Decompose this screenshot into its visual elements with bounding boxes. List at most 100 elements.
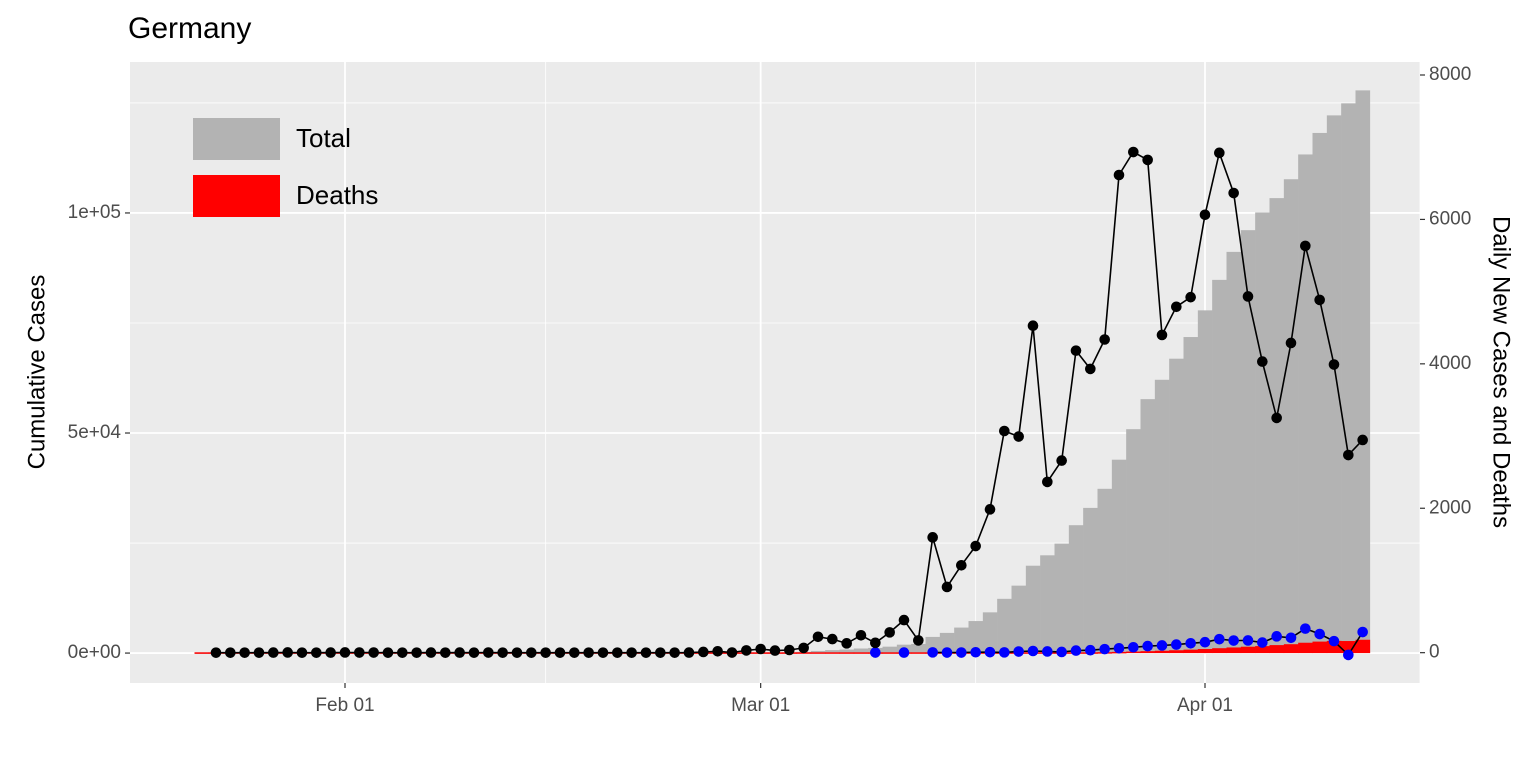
point xyxy=(984,504,996,515)
point xyxy=(1156,640,1168,651)
point xyxy=(325,647,336,658)
point xyxy=(354,647,365,658)
point xyxy=(769,645,781,656)
point xyxy=(1357,626,1368,638)
bar xyxy=(1212,279,1227,654)
point xyxy=(1300,623,1311,634)
point xyxy=(1214,147,1225,159)
point xyxy=(1228,635,1239,646)
point xyxy=(1027,645,1039,657)
bar xyxy=(1140,399,1156,654)
y-axis-title: Cumulative Cases xyxy=(23,275,50,470)
point xyxy=(1085,363,1096,375)
bar xyxy=(968,621,984,654)
point xyxy=(1285,337,1297,349)
point xyxy=(554,647,566,658)
point xyxy=(425,647,437,658)
point xyxy=(726,647,738,658)
point xyxy=(1099,334,1110,345)
bar xyxy=(1040,555,1055,654)
y2-tick-label: 2000 xyxy=(1429,497,1471,518)
point xyxy=(898,614,910,626)
point xyxy=(339,647,351,658)
point xyxy=(898,647,910,658)
bar xyxy=(1298,154,1313,654)
y-tick-label: 5e+04 xyxy=(68,422,122,443)
point xyxy=(755,643,766,655)
point xyxy=(268,647,279,658)
bar xyxy=(810,650,826,654)
point xyxy=(1099,643,1110,655)
bar xyxy=(1240,230,1256,654)
point xyxy=(1128,641,1139,653)
y2-tick-label: 4000 xyxy=(1429,353,1471,374)
point xyxy=(1285,632,1297,644)
bar xyxy=(911,652,926,654)
bar xyxy=(882,646,898,654)
y-tick-label: 1e+05 xyxy=(68,202,121,223)
point xyxy=(970,540,981,552)
point xyxy=(1314,294,1325,306)
point xyxy=(1042,646,1053,657)
legend-key xyxy=(193,175,280,217)
point xyxy=(569,647,580,658)
bar xyxy=(1197,310,1213,654)
point xyxy=(1328,359,1340,370)
point xyxy=(1070,645,1082,656)
point xyxy=(1085,644,1096,656)
point xyxy=(1156,329,1168,341)
point xyxy=(884,627,895,638)
point xyxy=(1271,412,1282,424)
point xyxy=(239,647,250,658)
point xyxy=(1199,209,1211,221)
x-tick-label: Feb 01 xyxy=(315,695,374,716)
point xyxy=(210,647,222,658)
bar xyxy=(911,643,926,654)
point xyxy=(1257,637,1268,648)
y2-axis-title: Daily New Cases and Deaths xyxy=(1488,216,1515,528)
bar xyxy=(1283,179,1299,654)
bar xyxy=(1312,641,1328,654)
bar xyxy=(1197,649,1213,654)
point xyxy=(411,647,422,658)
bar xyxy=(810,652,826,654)
point xyxy=(1199,636,1211,648)
bar xyxy=(1255,212,1270,654)
bar xyxy=(939,632,955,654)
bar xyxy=(1283,644,1299,654)
bar xyxy=(1298,642,1313,654)
point xyxy=(253,647,265,658)
bar xyxy=(1269,645,1285,654)
y2-tick-label: 0 xyxy=(1429,642,1440,663)
bar xyxy=(1183,649,1199,654)
point xyxy=(927,647,938,658)
point xyxy=(468,647,480,658)
x-tick-label: Apr 01 xyxy=(1177,695,1233,716)
bar xyxy=(1068,525,1084,654)
point xyxy=(1343,649,1354,661)
point xyxy=(855,629,867,641)
point xyxy=(1185,637,1196,649)
bar xyxy=(1169,358,1184,654)
point xyxy=(526,647,537,658)
point xyxy=(984,646,996,658)
bar xyxy=(825,650,840,654)
point xyxy=(970,646,981,658)
point xyxy=(597,647,609,658)
point xyxy=(698,646,709,658)
point xyxy=(1113,169,1125,181)
point xyxy=(827,633,838,645)
legend-label: Deaths xyxy=(296,180,378,210)
bar xyxy=(1255,646,1270,654)
point xyxy=(999,647,1010,658)
chart-title: Germany xyxy=(128,12,251,45)
bar xyxy=(1154,650,1170,654)
bar xyxy=(839,652,855,654)
point xyxy=(397,647,408,658)
bar xyxy=(1312,132,1328,654)
bar xyxy=(1126,429,1141,654)
bar xyxy=(1154,379,1170,654)
point xyxy=(812,631,824,643)
point xyxy=(683,647,695,658)
